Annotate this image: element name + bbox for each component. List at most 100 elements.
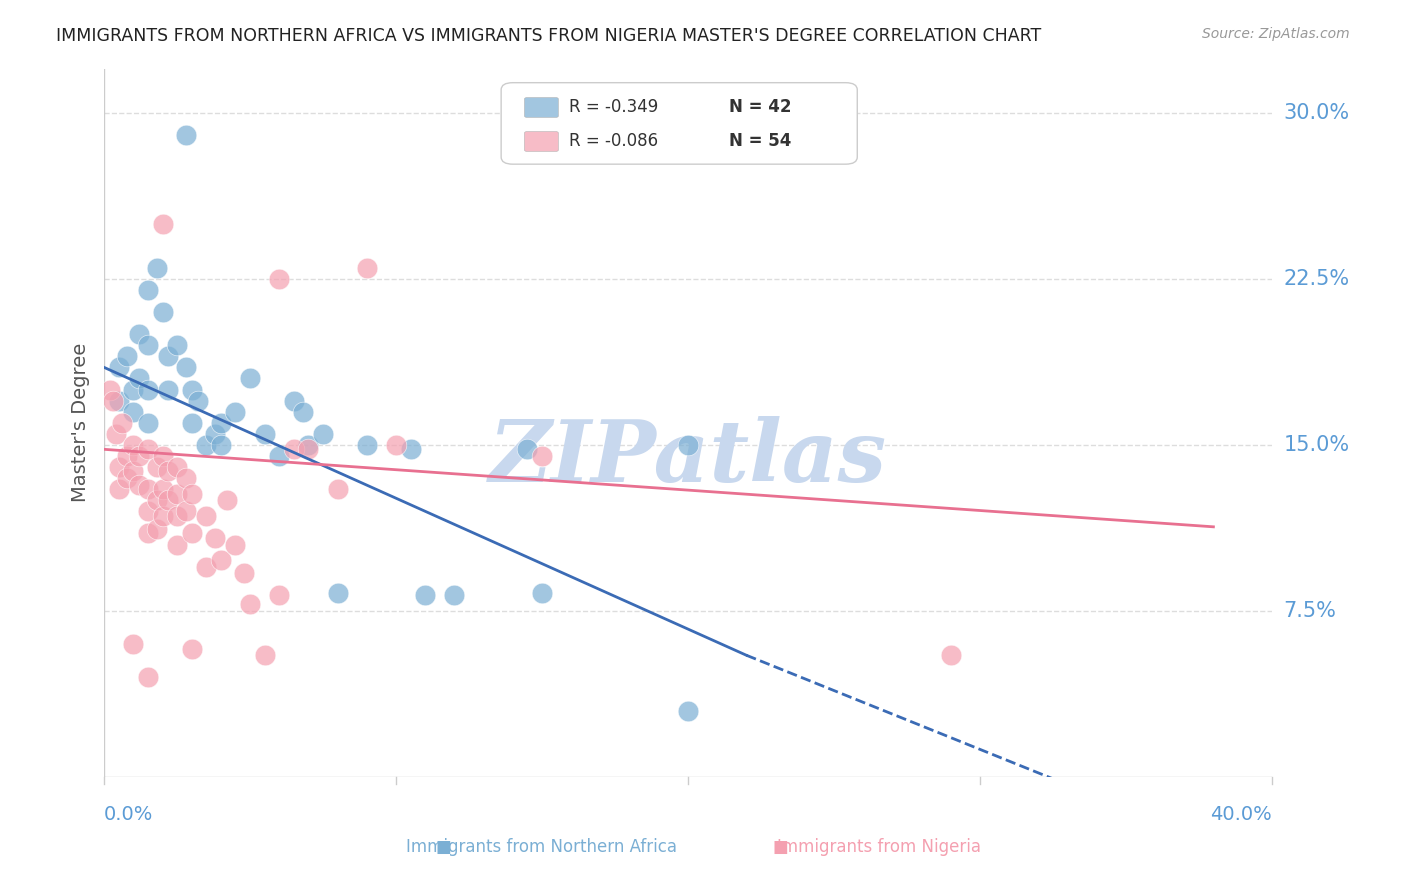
Point <box>157 465 180 479</box>
Point <box>122 438 145 452</box>
Point <box>204 426 226 441</box>
Point <box>166 486 188 500</box>
Point <box>128 327 150 342</box>
Text: ZIPatlas: ZIPatlas <box>489 417 887 500</box>
Point <box>297 442 319 457</box>
Text: 7.5%: 7.5% <box>1284 601 1336 621</box>
Point <box>166 338 188 352</box>
Point <box>136 670 159 684</box>
Point <box>107 482 129 496</box>
Point <box>136 383 159 397</box>
Point <box>152 449 174 463</box>
Point <box>166 508 188 523</box>
Point <box>136 504 159 518</box>
Point <box>180 486 202 500</box>
Point <box>157 383 180 397</box>
Point <box>128 477 150 491</box>
Point <box>157 493 180 508</box>
Text: N = 42: N = 42 <box>728 98 792 117</box>
Point <box>195 508 218 523</box>
Text: Immigrants from Northern Africa: Immigrants from Northern Africa <box>406 838 676 856</box>
Point <box>253 426 276 441</box>
Point <box>157 349 180 363</box>
Text: N = 54: N = 54 <box>728 133 792 151</box>
Point <box>107 460 129 475</box>
Point <box>253 648 276 663</box>
Point <box>180 641 202 656</box>
Point <box>224 405 246 419</box>
Point <box>239 371 262 385</box>
Point <box>224 537 246 551</box>
Point <box>269 272 291 286</box>
Point <box>174 471 197 485</box>
Point <box>204 531 226 545</box>
Point <box>166 460 188 475</box>
Point <box>136 482 159 496</box>
Point <box>209 553 232 567</box>
Point <box>174 360 197 375</box>
Point <box>326 482 349 496</box>
Point <box>291 405 314 419</box>
Point <box>326 586 349 600</box>
Point <box>136 442 159 457</box>
Point <box>174 128 197 142</box>
Point <box>152 508 174 523</box>
Point <box>180 526 202 541</box>
Point <box>98 383 121 397</box>
Point <box>145 522 167 536</box>
Point <box>117 349 139 363</box>
Point <box>356 438 378 452</box>
Text: R = -0.086: R = -0.086 <box>569 133 658 151</box>
Point <box>122 637 145 651</box>
Text: 30.0%: 30.0% <box>1284 103 1350 123</box>
Point <box>122 465 145 479</box>
Text: ■: ■ <box>434 838 451 856</box>
Point <box>180 416 202 430</box>
Point <box>269 589 291 603</box>
Point <box>152 305 174 319</box>
Point <box>145 460 167 475</box>
Point <box>195 438 218 452</box>
FancyBboxPatch shape <box>524 132 558 152</box>
Point <box>676 704 699 718</box>
Text: R = -0.349: R = -0.349 <box>569 98 658 117</box>
Point <box>145 493 167 508</box>
Point <box>107 360 129 375</box>
Point <box>101 393 124 408</box>
Point <box>166 537 188 551</box>
Point <box>128 449 150 463</box>
Point <box>209 438 232 452</box>
Point <box>107 393 129 408</box>
Point <box>186 393 208 408</box>
Point <box>136 283 159 297</box>
Point <box>117 471 139 485</box>
Point <box>239 597 262 611</box>
Text: ■: ■ <box>772 838 789 856</box>
Point <box>136 526 159 541</box>
Point <box>530 586 553 600</box>
Point <box>312 426 335 441</box>
Point <box>136 338 159 352</box>
FancyBboxPatch shape <box>524 97 558 118</box>
Point <box>117 449 139 463</box>
Point <box>180 383 202 397</box>
Point <box>136 416 159 430</box>
Point <box>269 449 291 463</box>
Text: 40.0%: 40.0% <box>1211 805 1272 824</box>
Point <box>385 438 408 452</box>
Point <box>215 493 238 508</box>
Point <box>676 438 699 452</box>
Point <box>283 393 305 408</box>
Text: IMMIGRANTS FROM NORTHERN AFRICA VS IMMIGRANTS FROM NIGERIA MASTER'S DEGREE CORRE: IMMIGRANTS FROM NORTHERN AFRICA VS IMMIG… <box>56 27 1042 45</box>
Text: 15.0%: 15.0% <box>1284 435 1350 455</box>
Text: 22.5%: 22.5% <box>1284 268 1350 289</box>
Point <box>399 442 422 457</box>
Point <box>128 371 150 385</box>
Text: Immigrants from Nigeria: Immigrants from Nigeria <box>776 838 981 856</box>
Point <box>209 416 232 430</box>
Point <box>283 442 305 457</box>
Point <box>122 383 145 397</box>
Point <box>356 260 378 275</box>
Point <box>939 648 962 663</box>
Point <box>152 482 174 496</box>
